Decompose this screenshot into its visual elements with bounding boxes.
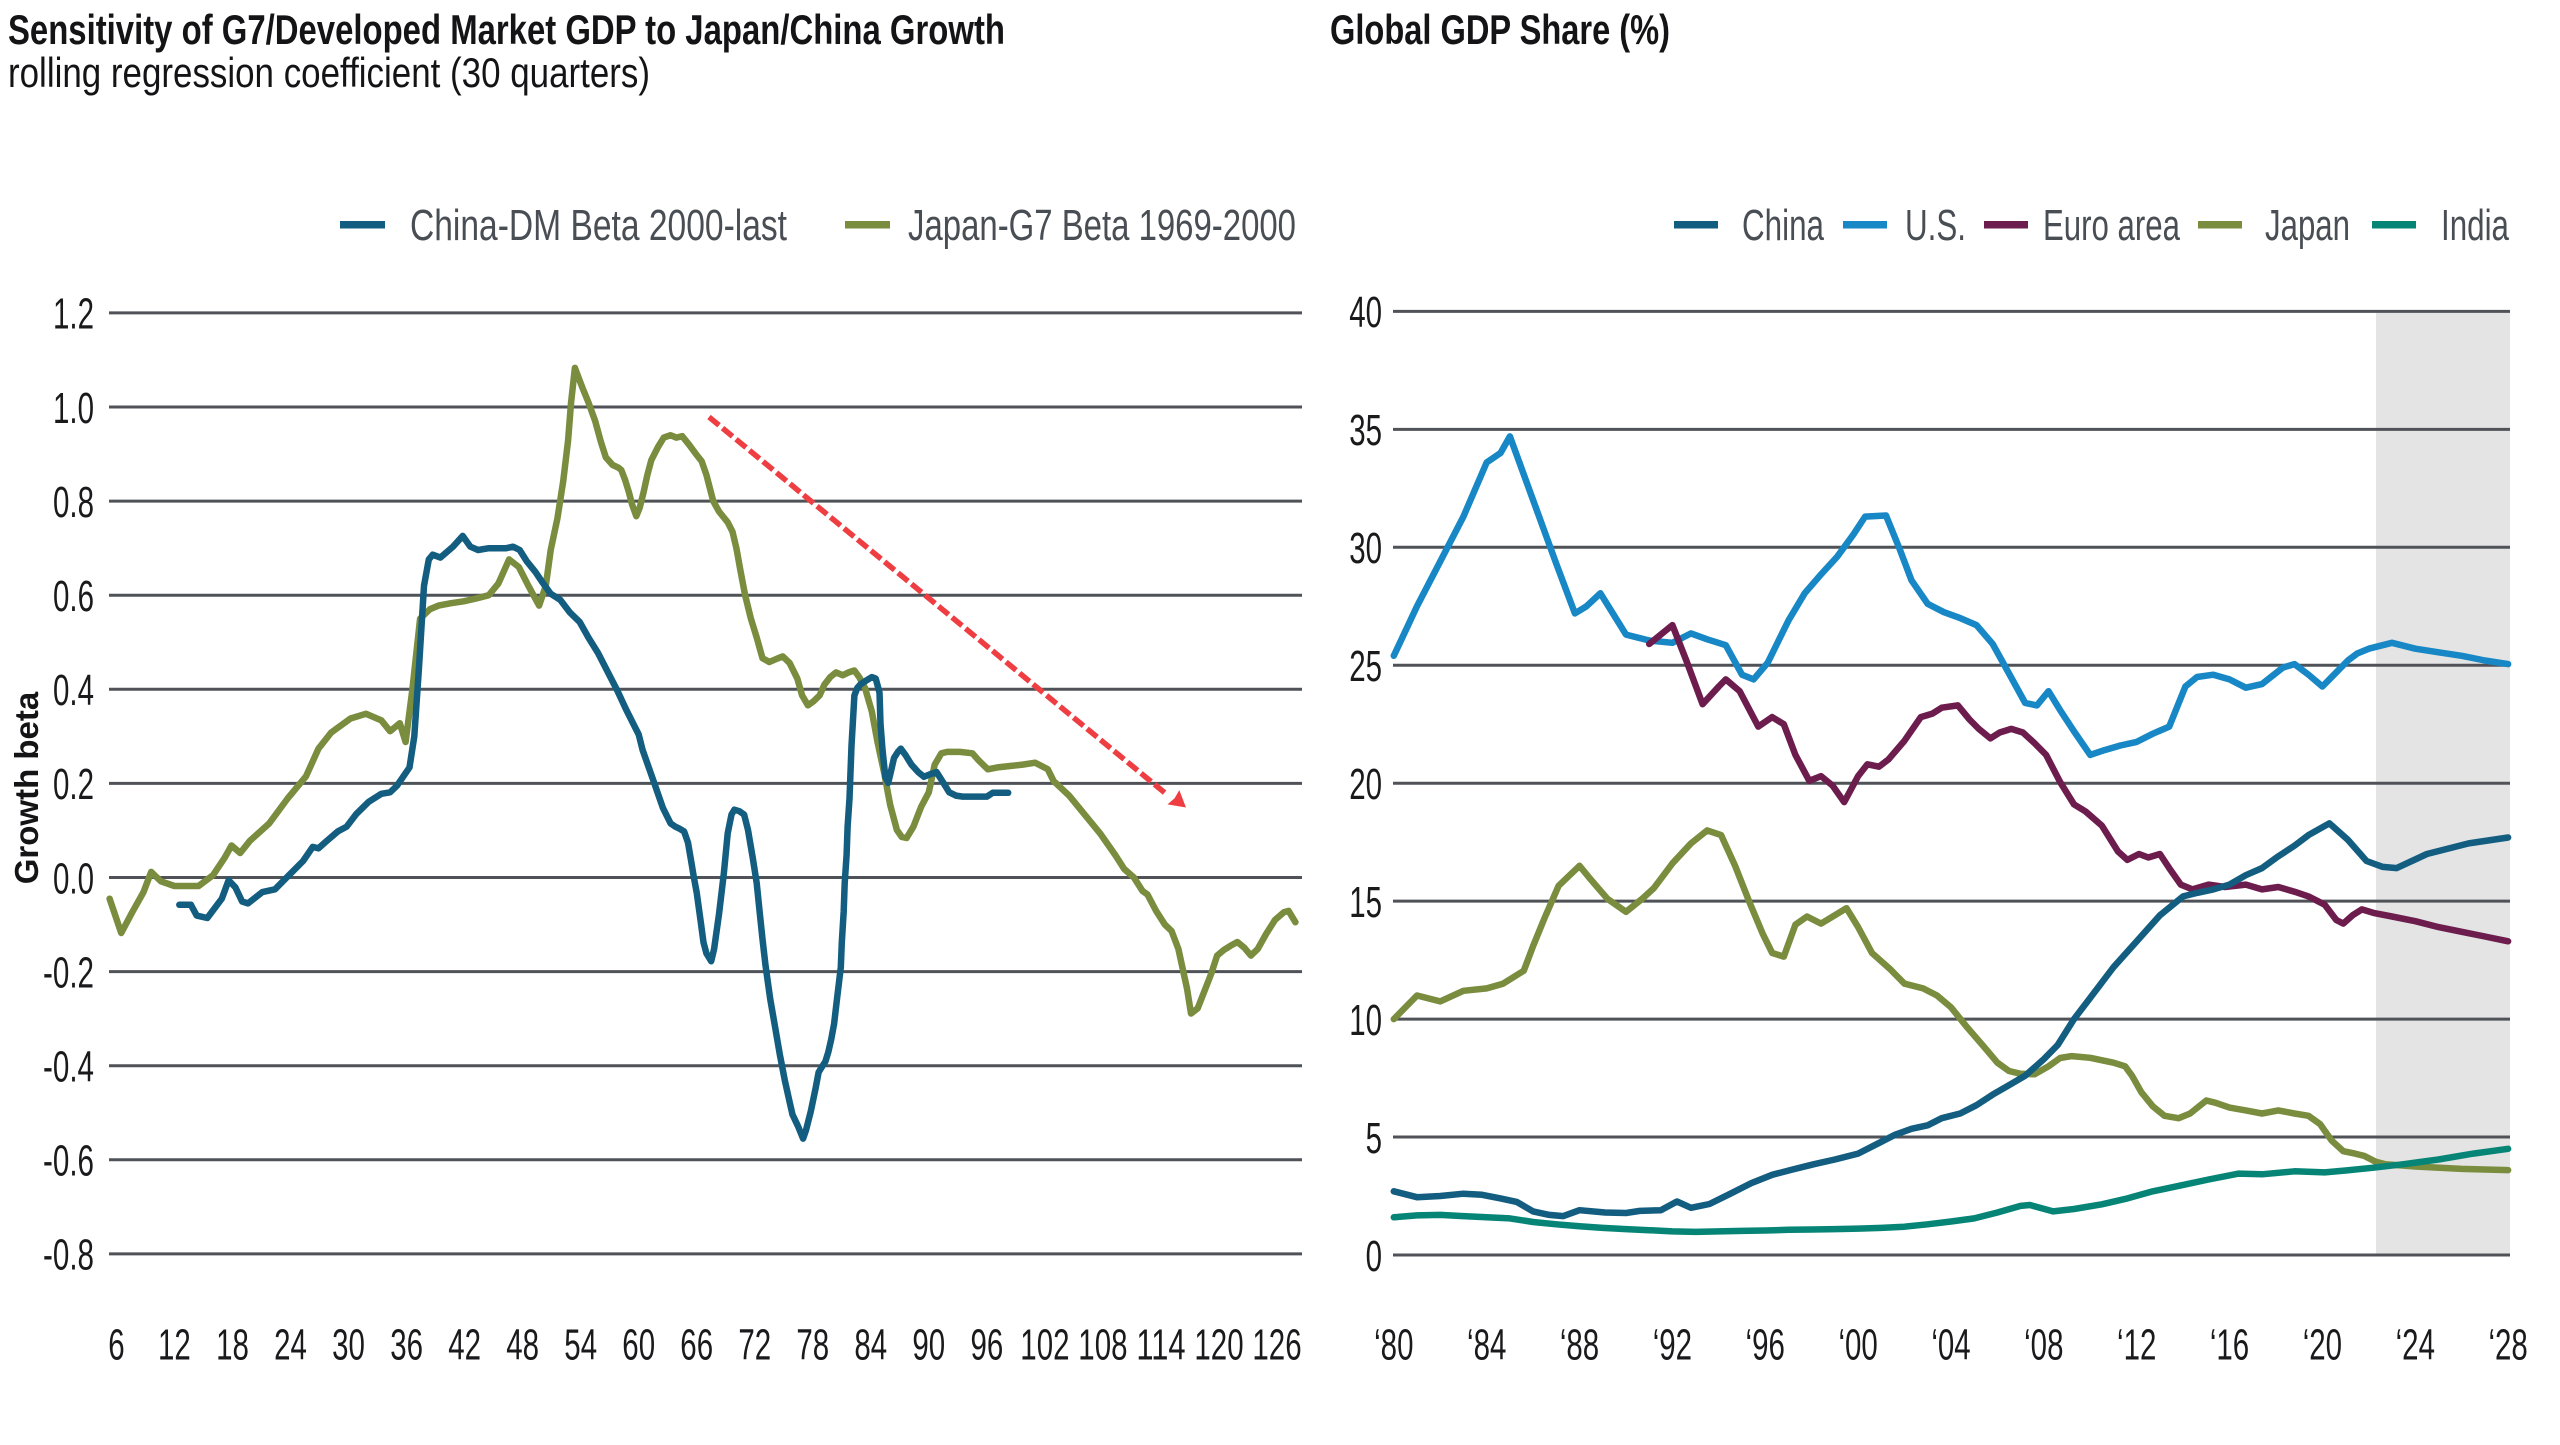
- svg-text:‘24: ‘24: [2396, 1321, 2435, 1370]
- svg-text:Growth beta: Growth beta: [8, 691, 45, 884]
- svg-text:114: 114: [1136, 1321, 1185, 1370]
- svg-text:120: 120: [1194, 1321, 1243, 1370]
- svg-text:Global GDP Share (%): Global GDP Share (%): [1330, 6, 1670, 53]
- svg-text:0.8: 0.8: [53, 478, 94, 527]
- svg-text:48: 48: [506, 1321, 539, 1370]
- svg-text:6: 6: [108, 1321, 124, 1370]
- svg-text:Japan-G7 Beta 1969-2000: Japan-G7 Beta 1969-2000: [908, 201, 1296, 250]
- svg-text:20: 20: [1349, 760, 1382, 809]
- svg-text:40: 40: [1349, 288, 1382, 337]
- svg-text:24: 24: [274, 1321, 307, 1370]
- svg-text:30: 30: [1349, 524, 1382, 573]
- svg-text:-0.6: -0.6: [43, 1137, 94, 1186]
- svg-text:25: 25: [1349, 642, 1382, 691]
- svg-text:0.2: 0.2: [53, 760, 94, 809]
- svg-text:42: 42: [448, 1321, 481, 1370]
- svg-text:72: 72: [738, 1321, 771, 1370]
- svg-text:-0.4: -0.4: [43, 1043, 94, 1092]
- svg-text:5: 5: [1366, 1114, 1382, 1163]
- svg-text:Sensitivity of G7/Developed Ma: Sensitivity of G7/Developed Market GDP t…: [8, 6, 1005, 53]
- svg-text:36: 36: [390, 1321, 423, 1370]
- svg-text:‘16: ‘16: [2210, 1321, 2249, 1370]
- svg-text:15: 15: [1349, 878, 1382, 927]
- svg-text:108: 108: [1078, 1321, 1127, 1370]
- svg-text:India: India: [2441, 201, 2509, 250]
- svg-text:‘20: ‘20: [2303, 1321, 2342, 1370]
- svg-text:102: 102: [1020, 1321, 1069, 1370]
- svg-text:66: 66: [680, 1321, 713, 1370]
- svg-text:‘04: ‘04: [1931, 1321, 1970, 1370]
- svg-text:‘12: ‘12: [2117, 1321, 2156, 1370]
- svg-text:‘08: ‘08: [2024, 1321, 2063, 1370]
- svg-text:1.0: 1.0: [53, 384, 94, 433]
- svg-text:0.6: 0.6: [53, 572, 94, 621]
- svg-text:35: 35: [1349, 406, 1382, 455]
- svg-text:-0.2: -0.2: [43, 948, 94, 997]
- svg-text:0.4: 0.4: [53, 666, 94, 715]
- svg-text:‘80: ‘80: [1374, 1321, 1413, 1370]
- svg-text:‘28: ‘28: [2488, 1321, 2527, 1370]
- svg-text:1.2: 1.2: [53, 290, 94, 339]
- svg-text:‘92: ‘92: [1653, 1321, 1692, 1370]
- svg-text:10: 10: [1349, 996, 1382, 1045]
- svg-text:Euro area: Euro area: [2043, 201, 2180, 250]
- svg-text:Japan: Japan: [2265, 201, 2350, 250]
- svg-text:-0.8: -0.8: [43, 1231, 94, 1280]
- svg-text:90: 90: [912, 1321, 945, 1370]
- svg-text:U.S.: U.S.: [1905, 201, 1966, 250]
- svg-text:‘00: ‘00: [1838, 1321, 1877, 1370]
- svg-text:China: China: [1742, 201, 1824, 250]
- svg-text:30: 30: [332, 1321, 365, 1370]
- svg-text:‘88: ‘88: [1560, 1321, 1599, 1370]
- svg-text:rolling regression coefficient: rolling regression coefficient (30 quart…: [8, 49, 650, 96]
- svg-text:78: 78: [796, 1321, 829, 1370]
- svg-text:‘84: ‘84: [1467, 1321, 1506, 1370]
- svg-text:0.0: 0.0: [53, 854, 94, 903]
- svg-text:18: 18: [216, 1321, 249, 1370]
- svg-text:54: 54: [564, 1321, 597, 1370]
- svg-text:96: 96: [971, 1321, 1004, 1370]
- svg-text:China-DM Beta 2000-last: China-DM Beta 2000-last: [410, 201, 787, 250]
- svg-text:60: 60: [622, 1321, 655, 1370]
- svg-text:0: 0: [1366, 1232, 1382, 1281]
- svg-text:12: 12: [158, 1321, 191, 1370]
- svg-text:84: 84: [854, 1321, 887, 1370]
- svg-text:‘96: ‘96: [1746, 1321, 1785, 1370]
- svg-text:126: 126: [1252, 1321, 1301, 1370]
